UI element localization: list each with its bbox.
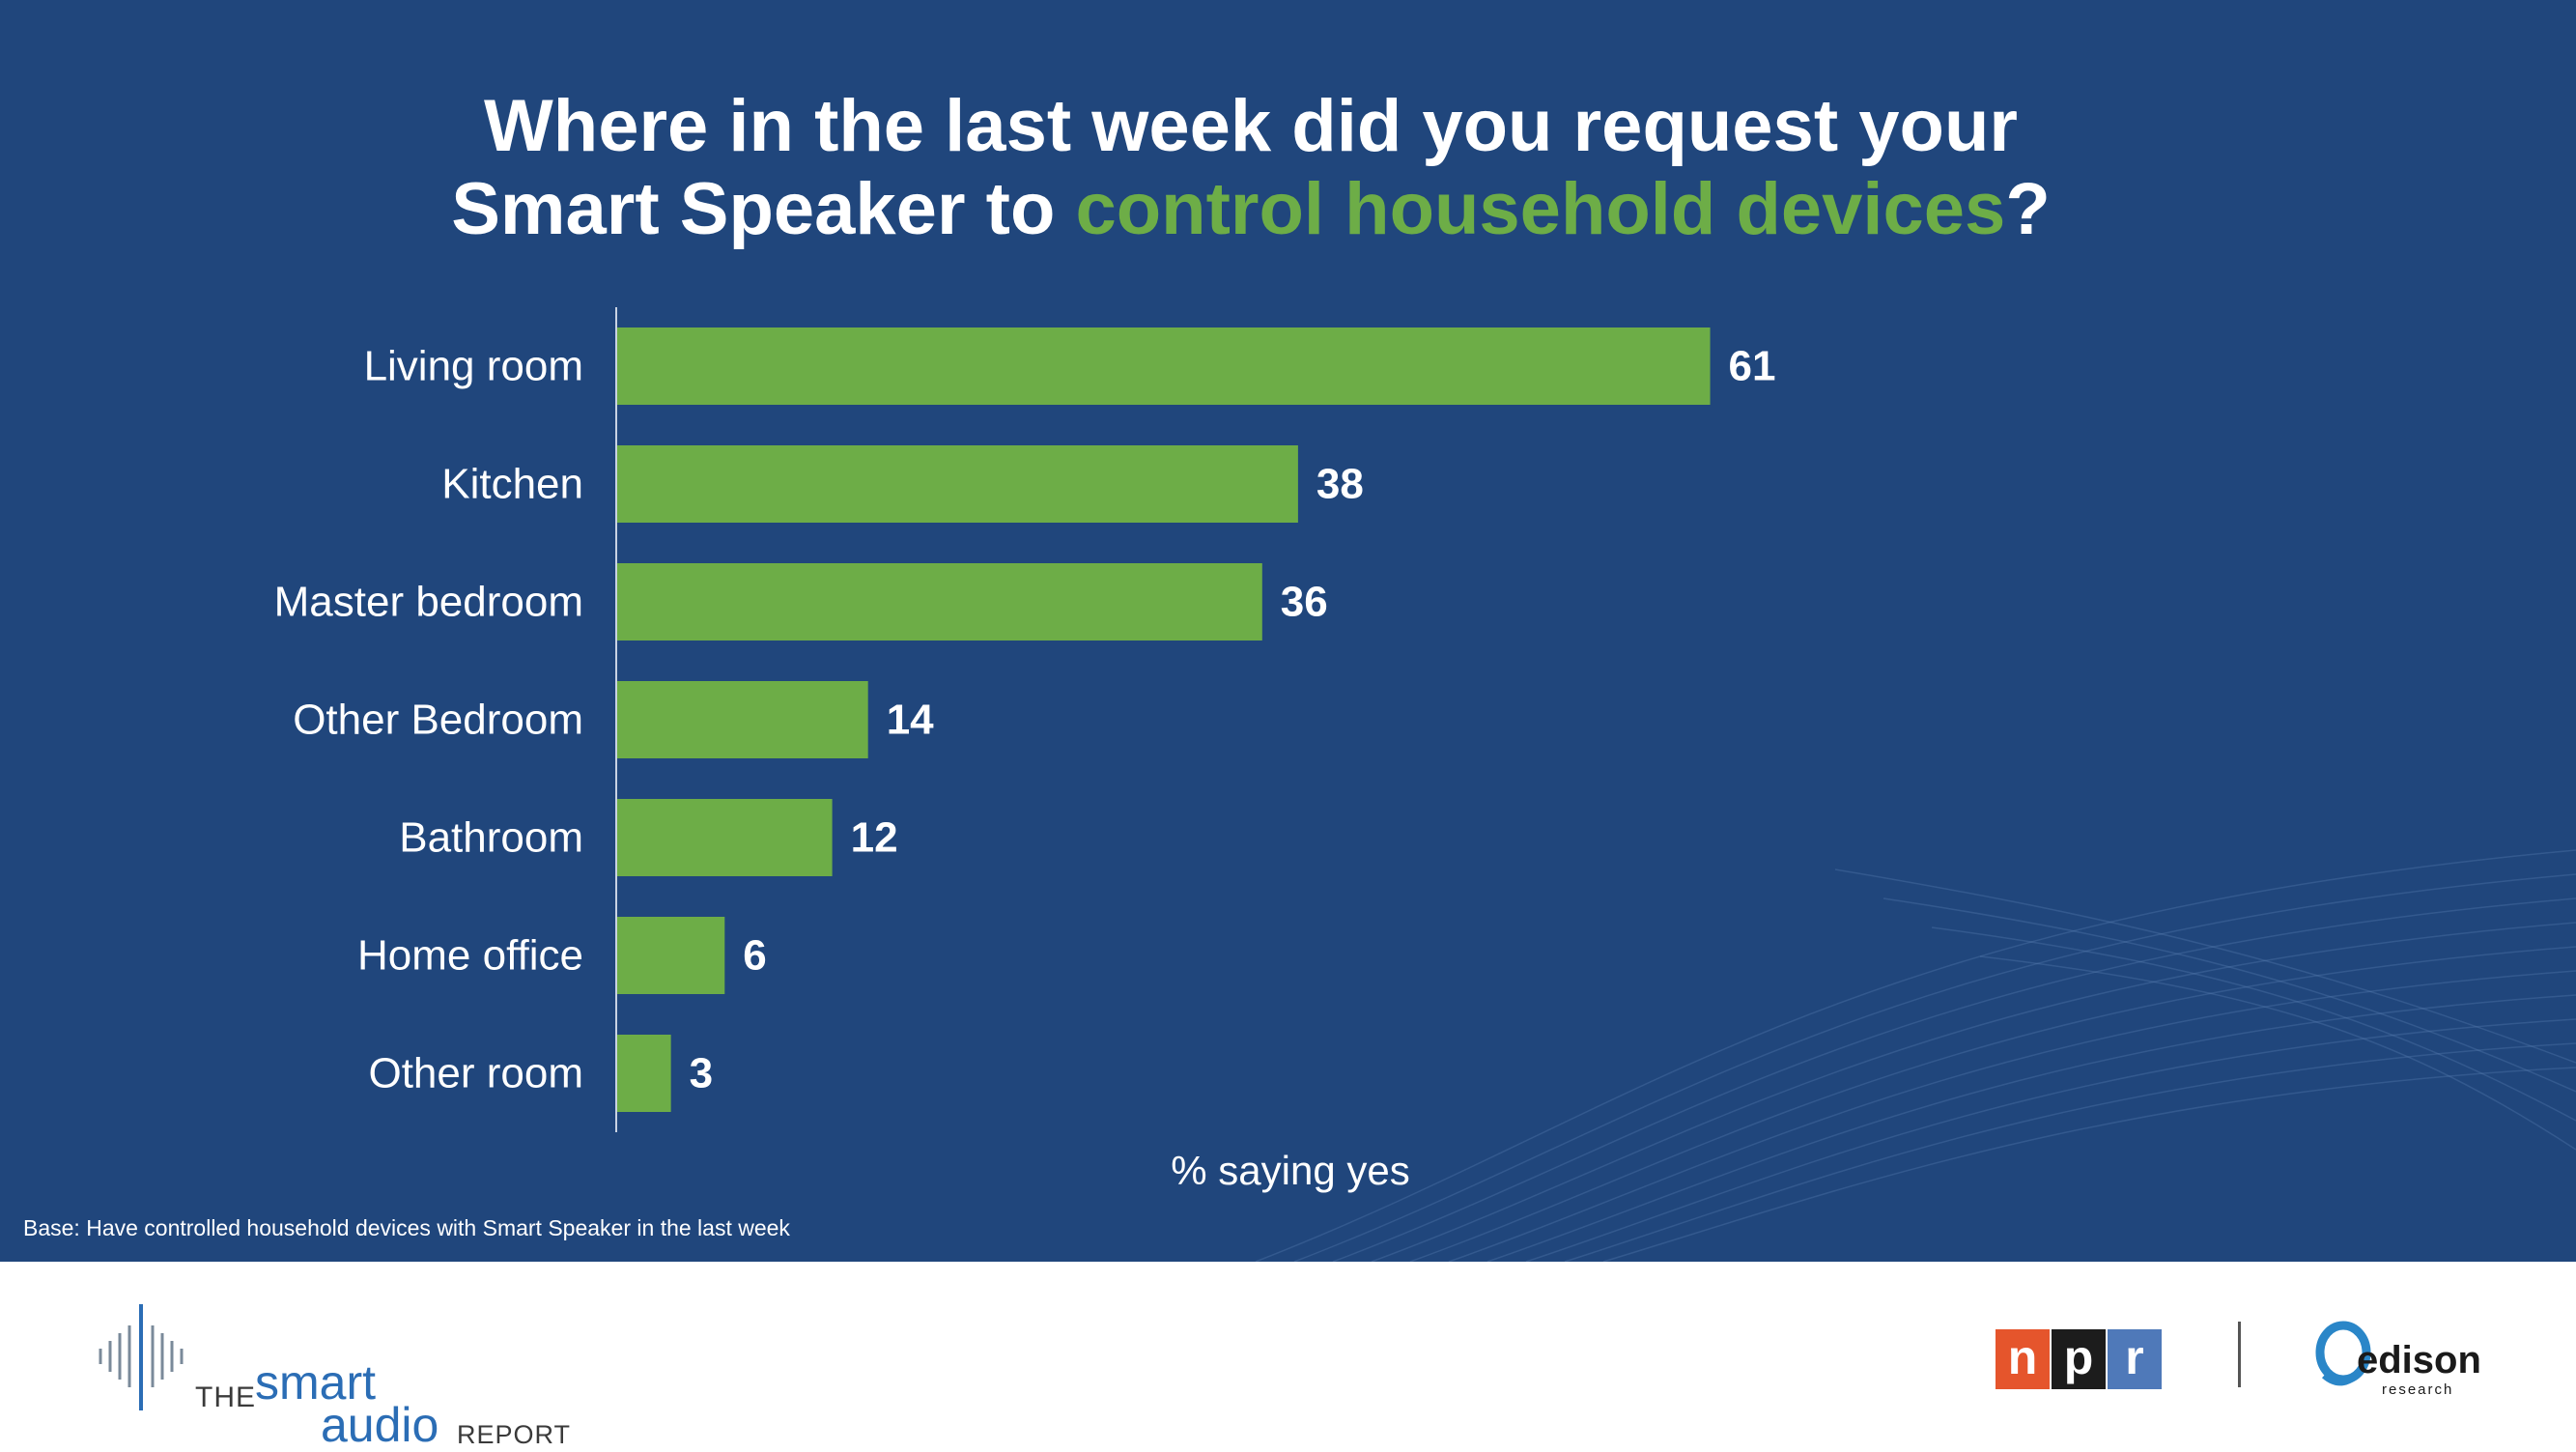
bar xyxy=(617,563,1262,641)
edison-swirl-icon xyxy=(2315,1321,2371,1386)
category-label: Other Bedroom xyxy=(293,697,583,744)
category-label: Other room xyxy=(368,1050,583,1097)
x-axis-label: % saying yes xyxy=(1171,1148,1410,1193)
npr-logo: n p r xyxy=(1996,1329,2164,1389)
decorative-waves xyxy=(1255,849,2576,1262)
logo-report: REPORT xyxy=(457,1420,572,1449)
data-label: 14 xyxy=(887,697,934,744)
data-label: 36 xyxy=(1281,579,1328,626)
title-line-2: Smart Speaker to control household devic… xyxy=(0,168,2502,251)
sound-wave-icon xyxy=(99,1304,184,1410)
chart-panel: Where in the last week did you request y… xyxy=(0,0,2576,1262)
data-label: 38 xyxy=(1316,461,1364,508)
chart-title: Where in the last week did you request y… xyxy=(0,85,2502,251)
category-label: Bathroom xyxy=(399,814,583,862)
bar xyxy=(617,327,1711,405)
smart-audio-report-logo: THE smart audio REPORT xyxy=(93,1300,595,1449)
data-label: 3 xyxy=(690,1050,713,1097)
bar xyxy=(617,445,1298,523)
logo-divider xyxy=(2238,1322,2241,1387)
edison-research-logo: edison research xyxy=(2314,1318,2498,1398)
category-label: Home office xyxy=(357,932,583,980)
bar xyxy=(617,799,833,876)
logo-the: THE xyxy=(195,1381,256,1413)
logo-smart: smart xyxy=(255,1355,376,1409)
title-highlight: control household devices xyxy=(1075,168,2006,250)
title-line-2-end: ? xyxy=(2005,168,2051,250)
bar xyxy=(617,681,868,758)
npr-letter-p: p xyxy=(2052,1329,2106,1389)
data-label: 6 xyxy=(743,932,766,980)
data-label: 12 xyxy=(851,814,898,862)
bar xyxy=(617,917,725,994)
base-note: Base: Have controlled household devices … xyxy=(23,1215,790,1240)
npr-letter-r: r xyxy=(2108,1329,2162,1389)
title-line-2-plain: Smart Speaker to xyxy=(451,168,1076,250)
category-label: Kitchen xyxy=(441,461,583,508)
category-label: Living room xyxy=(364,343,583,390)
bar xyxy=(617,1035,671,1112)
footer: THE smart audio REPORT n p r edison rese… xyxy=(0,1262,2576,1449)
data-label: 61 xyxy=(1729,343,1776,390)
title-line-1: Where in the last week did you request y… xyxy=(484,85,2018,167)
edison-sub: research xyxy=(2382,1381,2454,1398)
edison-name: edison xyxy=(2357,1339,2481,1381)
category-label: Master bedroom xyxy=(274,579,583,626)
npr-letter-n: n xyxy=(1996,1329,2050,1389)
logo-audio: audio xyxy=(321,1398,439,1452)
